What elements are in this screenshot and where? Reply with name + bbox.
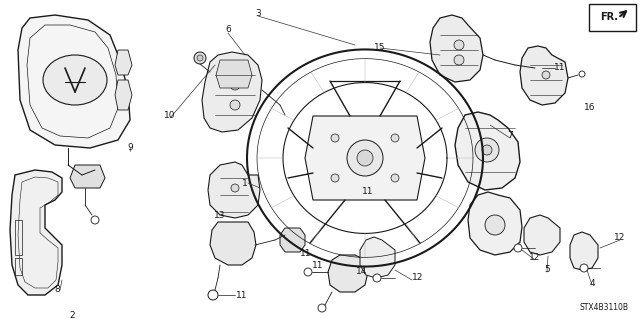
Text: 11: 11 — [236, 292, 248, 300]
Circle shape — [304, 268, 312, 276]
Circle shape — [579, 71, 585, 77]
Circle shape — [91, 216, 99, 224]
Circle shape — [514, 244, 522, 252]
Text: 11: 11 — [300, 249, 312, 257]
Circle shape — [485, 215, 505, 235]
Text: 12: 12 — [529, 254, 541, 263]
Circle shape — [482, 145, 492, 155]
Text: 9: 9 — [127, 144, 133, 152]
Circle shape — [230, 80, 240, 90]
Circle shape — [331, 174, 339, 182]
Polygon shape — [18, 15, 130, 148]
Circle shape — [534, 64, 542, 72]
Text: 5: 5 — [544, 265, 550, 275]
Circle shape — [580, 264, 588, 272]
Text: 6: 6 — [225, 26, 231, 34]
Circle shape — [391, 134, 399, 142]
Text: 10: 10 — [164, 110, 176, 120]
Polygon shape — [202, 52, 262, 132]
Circle shape — [194, 52, 206, 64]
Polygon shape — [524, 215, 560, 255]
Polygon shape — [430, 15, 483, 82]
Ellipse shape — [43, 55, 107, 105]
Polygon shape — [70, 165, 105, 188]
Circle shape — [231, 184, 239, 192]
Text: 7: 7 — [507, 130, 513, 139]
Polygon shape — [520, 46, 568, 105]
Polygon shape — [280, 228, 305, 252]
Circle shape — [318, 304, 326, 312]
Text: 15: 15 — [374, 43, 386, 53]
Polygon shape — [305, 116, 425, 200]
Circle shape — [357, 150, 373, 166]
Polygon shape — [328, 255, 368, 292]
Polygon shape — [468, 192, 522, 255]
Polygon shape — [208, 162, 260, 218]
Text: 12: 12 — [614, 234, 626, 242]
Text: 11: 11 — [362, 188, 374, 197]
Circle shape — [197, 55, 203, 61]
Circle shape — [475, 138, 499, 162]
Text: 11: 11 — [312, 261, 324, 270]
Text: 2: 2 — [69, 310, 75, 319]
Text: 13: 13 — [214, 211, 226, 219]
Text: 12: 12 — [412, 273, 424, 283]
Text: 4: 4 — [589, 279, 595, 288]
Polygon shape — [115, 80, 132, 110]
Text: 1: 1 — [243, 179, 248, 188]
Circle shape — [373, 274, 381, 282]
Circle shape — [230, 100, 240, 110]
Text: 11: 11 — [554, 63, 566, 72]
Polygon shape — [216, 60, 252, 88]
Text: 16: 16 — [584, 103, 596, 113]
Circle shape — [454, 40, 464, 50]
Circle shape — [208, 290, 218, 300]
Circle shape — [542, 71, 550, 79]
Polygon shape — [115, 50, 132, 75]
Circle shape — [454, 55, 464, 65]
Polygon shape — [210, 222, 256, 265]
Polygon shape — [360, 237, 395, 278]
Polygon shape — [10, 170, 62, 295]
Circle shape — [331, 134, 339, 142]
Circle shape — [347, 140, 383, 176]
Text: STX4B3110B: STX4B3110B — [579, 303, 628, 312]
Polygon shape — [570, 232, 598, 270]
Text: FR.: FR. — [600, 12, 618, 22]
Text: 14: 14 — [356, 268, 368, 277]
FancyBboxPatch shape — [589, 4, 636, 31]
Text: 3: 3 — [255, 9, 261, 18]
Text: 8: 8 — [54, 286, 60, 294]
Circle shape — [391, 174, 399, 182]
Polygon shape — [455, 112, 520, 190]
